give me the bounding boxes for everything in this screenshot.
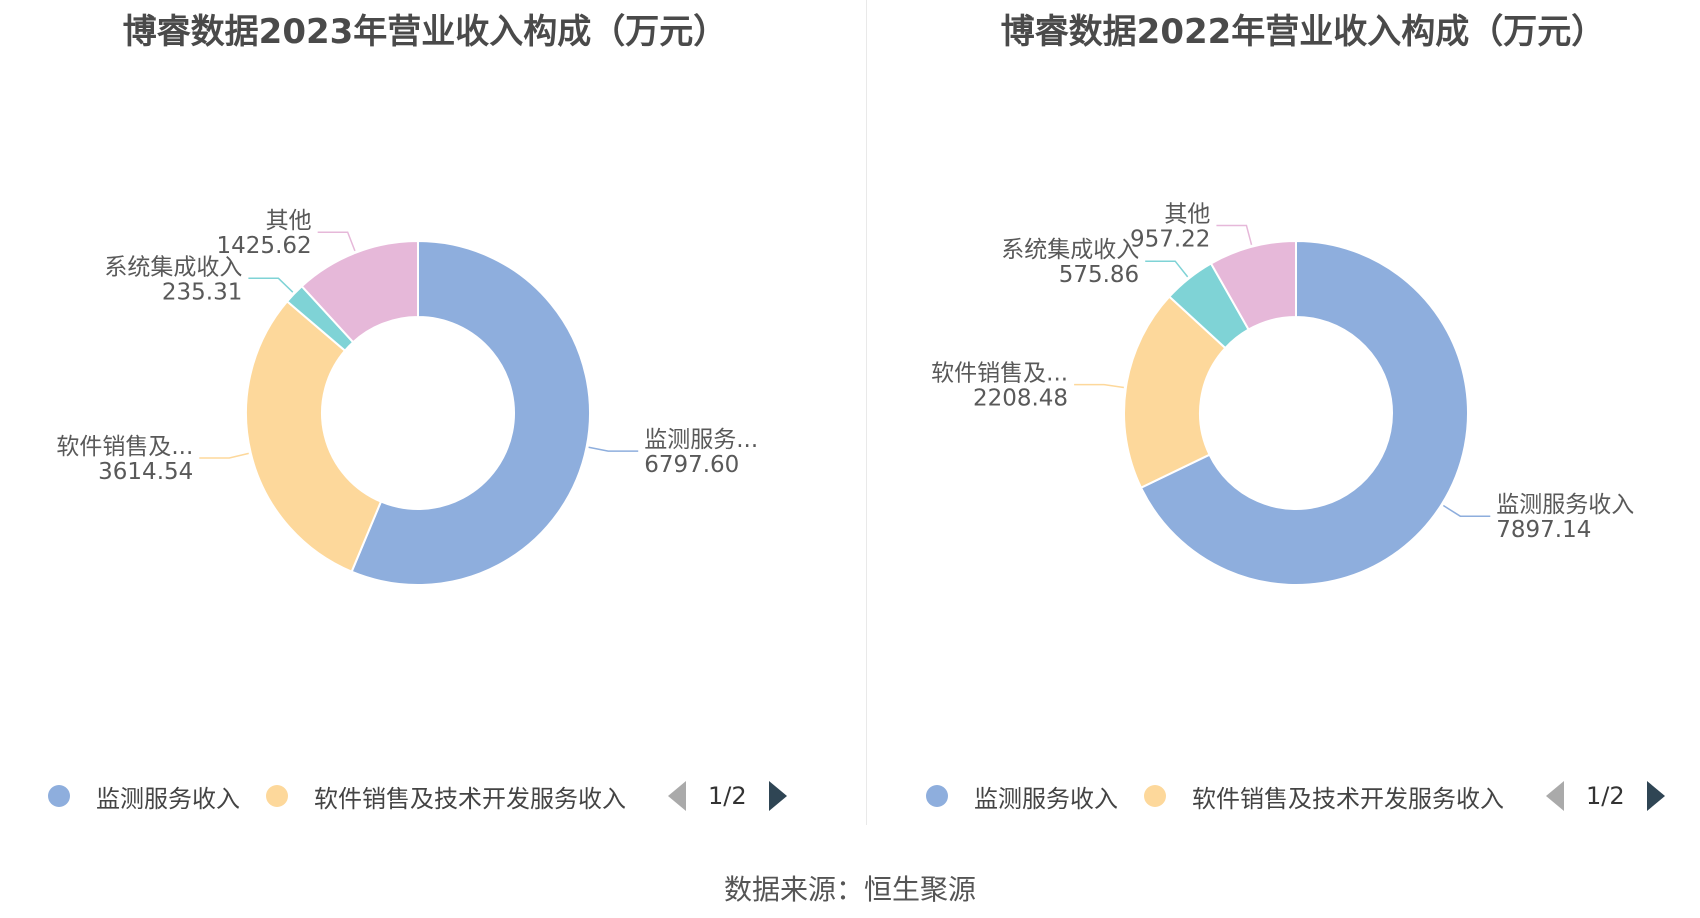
slice-label-value: 1425.62 xyxy=(217,233,312,259)
next-page-icon[interactable] xyxy=(768,781,787,811)
legend-label: 监测服务收入 xyxy=(96,784,240,813)
donut-chart-2023: 监测服务...6797.60 软件销售及...3614.54 系统集成收入235.3… xyxy=(56,208,758,586)
slice-label-value: 575.86 xyxy=(1059,262,1139,288)
slice-label-name: 系统集成收入 xyxy=(1001,237,1139,263)
chart-panel-2022: 博睿数据2022年营业收入构成（万元） 监测服务收入 7897.14 软件销售及..… xyxy=(878,0,1700,820)
legend-label: 软件销售及技术开发服务收入 xyxy=(314,784,626,813)
legend-dot-icon xyxy=(266,785,288,807)
slice-label-name: 软件销售及... xyxy=(931,361,1068,387)
prev-page-icon[interactable] xyxy=(1546,781,1564,811)
label-leader-line xyxy=(588,446,639,452)
prev-page-icon[interactable] xyxy=(668,781,686,811)
slice-label-value: 957.22 xyxy=(1130,226,1210,252)
panel-divider xyxy=(866,0,867,825)
legend-dot-icon xyxy=(926,785,948,807)
slice-label-name: 其他 xyxy=(266,208,312,234)
legend-label: 监测服务收入 xyxy=(974,784,1118,813)
slice-label-value: 235.31 xyxy=(162,279,242,305)
slice-label-value: 3614.54 xyxy=(98,459,193,485)
legend-item-software[interactable]: 软件销售及技术开发服务收入 xyxy=(266,779,626,814)
label-leader-line xyxy=(317,231,356,252)
chart-panel-2023: 博睿数据2023年营业收入构成（万元） 监测服务... 6797.60 软件销售及.… xyxy=(0,0,850,820)
page-indicator: 1/2 xyxy=(708,782,747,810)
slice-label-name: 监测服务... xyxy=(644,427,758,453)
legend-pager: 1/2 xyxy=(1546,781,1665,811)
legend-dot-icon xyxy=(1144,785,1166,807)
chart-title: 博睿数据2022年营业收入构成（万元） xyxy=(1000,12,1606,52)
slice-other[interactable] xyxy=(300,239,419,344)
chart-title: 博睿数据2023年营业收入构成（万元） xyxy=(122,12,728,52)
label-leader-line xyxy=(199,452,249,459)
legend-item-monitoring[interactable]: 监测服务收入 xyxy=(926,779,1118,814)
slice-other[interactable] xyxy=(1209,239,1297,331)
label-leader-line xyxy=(1216,224,1253,245)
next-page-icon[interactable] xyxy=(1646,781,1665,811)
legend-item-software[interactable]: 软件销售及技术开发服务收入 xyxy=(1144,779,1504,814)
slice-software[interactable] xyxy=(245,299,383,573)
slice-label-value: 7897.14 xyxy=(1496,517,1591,543)
label-leader-line xyxy=(1145,260,1189,278)
slice-label-value: 2208.48 xyxy=(973,386,1068,412)
data-source-note: 数据来源：恒生聚源 xyxy=(723,873,976,906)
legend: 监测服务收入 软件销售及技术开发服务收入 1/2 xyxy=(926,774,1665,818)
slice-monitoring[interactable] xyxy=(1139,239,1469,586)
legend-dot-icon xyxy=(48,785,70,807)
label-leader-line xyxy=(1442,504,1491,517)
slice-monitoring[interactable] xyxy=(350,239,591,586)
label-leader-line xyxy=(248,277,294,293)
slice-label-name: 系统集成收入 xyxy=(104,254,242,280)
legend-label: 软件销售及技术开发服务收入 xyxy=(1192,784,1504,813)
slice-label-name: 软件销售及... xyxy=(56,434,193,460)
label-leader-line xyxy=(1074,383,1124,389)
page-indicator: 1/2 xyxy=(1586,782,1625,810)
legend-pager: 1/2 xyxy=(668,781,787,811)
slice-label-value: 6797.60 xyxy=(644,452,739,478)
slice-label-name: 监测服务收入 xyxy=(1496,492,1634,518)
legend: 监测服务收入 软件销售及技术开发服务收入 1/2 xyxy=(48,774,787,818)
legend-item-monitoring[interactable]: 监测服务收入 xyxy=(48,779,240,814)
slice-label-name: 其他 xyxy=(1164,201,1210,227)
